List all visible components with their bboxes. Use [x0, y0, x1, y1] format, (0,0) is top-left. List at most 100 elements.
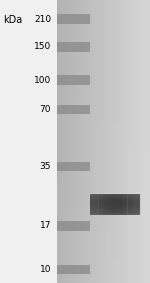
Bar — [116, 0, 117, 283]
Bar — [57, 76, 150, 80]
Bar — [144, 0, 145, 283]
Bar — [90, 205, 140, 206]
Bar — [57, 61, 150, 66]
Bar — [128, 0, 129, 283]
Bar — [90, 193, 140, 194]
Bar — [57, 33, 150, 38]
Bar — [57, 212, 150, 217]
Bar — [57, 76, 90, 85]
Text: 150: 150 — [34, 42, 51, 51]
Bar — [133, 194, 134, 215]
Bar — [97, 194, 99, 215]
Bar — [57, 118, 150, 123]
Bar — [74, 0, 76, 283]
Bar — [90, 206, 140, 207]
Bar — [102, 0, 104, 283]
Bar — [57, 193, 150, 198]
Bar — [84, 0, 85, 283]
Bar — [57, 156, 150, 160]
Bar — [57, 198, 150, 203]
Bar — [99, 194, 100, 215]
Bar — [129, 0, 130, 283]
Bar — [90, 197, 140, 198]
Bar — [66, 0, 68, 283]
Bar — [140, 194, 141, 215]
Bar — [79, 0, 80, 283]
Bar — [119, 0, 120, 283]
Bar — [111, 194, 112, 215]
Bar — [76, 0, 77, 283]
Bar — [90, 213, 140, 214]
Bar — [107, 194, 109, 215]
Bar — [115, 0, 116, 283]
Bar — [136, 0, 137, 283]
Bar — [63, 0, 64, 283]
Bar — [136, 194, 138, 215]
Bar — [57, 179, 150, 184]
Bar — [114, 194, 116, 215]
Bar — [86, 0, 87, 283]
Bar — [57, 255, 150, 260]
Bar — [149, 0, 150, 283]
Bar — [93, 194, 95, 215]
Bar — [134, 0, 135, 283]
Bar — [91, 0, 92, 283]
Bar — [88, 0, 90, 283]
Bar — [57, 184, 150, 189]
Bar — [57, 14, 90, 24]
Bar — [57, 85, 150, 90]
Bar — [64, 0, 65, 283]
Bar — [103, 0, 105, 283]
Bar — [143, 0, 144, 283]
Bar — [135, 0, 136, 283]
Bar — [77, 0, 78, 283]
Bar — [57, 146, 150, 151]
Bar — [131, 0, 133, 283]
Bar — [129, 194, 131, 215]
Bar — [114, 0, 115, 283]
Bar — [57, 9, 150, 14]
Bar — [70, 0, 71, 283]
Bar — [57, 0, 150, 5]
Bar — [90, 212, 140, 213]
Bar — [57, 250, 150, 255]
Bar — [57, 226, 150, 231]
Bar — [73, 0, 74, 283]
Text: 70: 70 — [39, 105, 51, 114]
Bar — [57, 28, 150, 33]
Bar — [57, 274, 150, 278]
Bar — [90, 194, 140, 195]
Bar — [57, 175, 150, 179]
Bar — [119, 194, 121, 215]
Bar — [138, 0, 140, 283]
Bar — [57, 278, 150, 283]
Bar — [57, 94, 150, 99]
Bar — [57, 162, 90, 171]
Bar — [117, 194, 119, 215]
Bar — [128, 194, 129, 215]
Bar — [90, 196, 140, 197]
Bar — [57, 170, 150, 175]
Text: kDa: kDa — [3, 16, 22, 25]
Bar — [137, 0, 138, 283]
Bar — [90, 0, 91, 283]
Bar — [93, 0, 94, 283]
Bar — [99, 0, 100, 283]
Bar — [68, 0, 69, 283]
Bar — [57, 222, 150, 226]
Bar — [57, 269, 150, 274]
Bar — [95, 194, 97, 215]
Bar — [130, 0, 131, 283]
Bar — [90, 214, 140, 215]
Bar — [90, 207, 140, 208]
Bar — [90, 209, 140, 210]
Bar — [57, 151, 150, 156]
Bar — [124, 0, 126, 283]
Bar — [57, 217, 150, 222]
Bar — [147, 0, 148, 283]
Bar — [90, 194, 92, 215]
Bar — [90, 200, 140, 201]
Bar — [57, 19, 150, 23]
Bar — [57, 189, 150, 193]
Bar — [127, 0, 128, 283]
